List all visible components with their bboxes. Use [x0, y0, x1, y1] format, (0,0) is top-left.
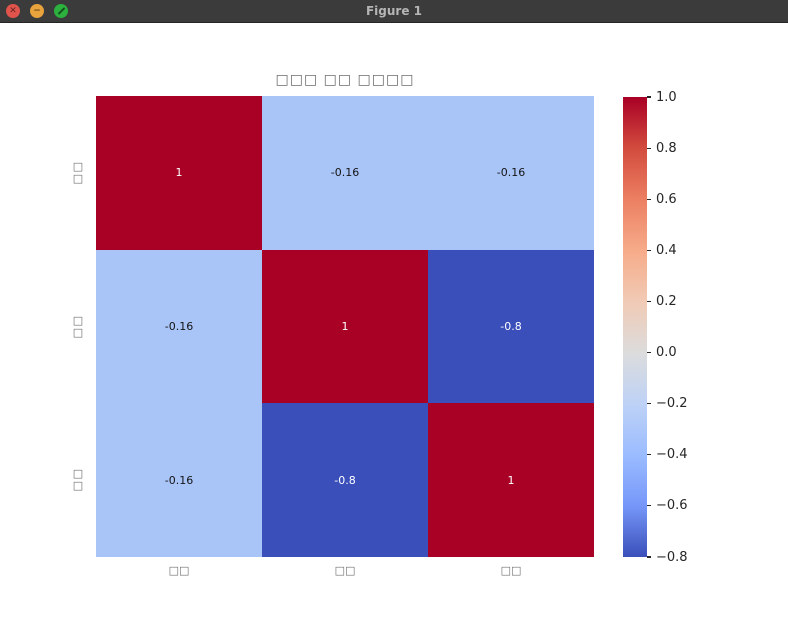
- heatmap-cell: -0.16: [428, 96, 594, 250]
- x-axis-labels: □□ □□ □□: [96, 564, 594, 580]
- missing-glyph-box: □: [72, 159, 84, 173]
- colorbar-tick: 0.8: [647, 140, 677, 156]
- tick-mark: [647, 505, 651, 507]
- y-tick-label: □ □: [66, 403, 90, 557]
- colorbar-tick: 0.6: [647, 191, 677, 207]
- missing-glyph-box: □: [72, 171, 84, 185]
- colorbar-tick: 0.0: [647, 345, 677, 361]
- colorbar-ticks: 1.0 0.8 0.6 0.4 0.2 0.0 −0.2 −0.4 −0.6 −0.8: [647, 90, 707, 565]
- heatmap-cell: -0.8: [428, 249, 594, 404]
- x-tick-label: □□: [334, 564, 356, 577]
- y-tick-label: □ □: [66, 250, 90, 404]
- colorbar-tick-label: −0.2: [656, 396, 688, 412]
- heatmap-cell: 1: [96, 96, 262, 250]
- colorbar-tick-label: −0.6: [656, 498, 688, 514]
- missing-glyph-box: □: [72, 325, 84, 339]
- tick-mark: [647, 147, 651, 149]
- colorbar-tick: −0.2: [647, 396, 688, 412]
- heatmap-cell: -0.16: [96, 403, 262, 557]
- colorbar-tick: 0.4: [647, 242, 677, 258]
- heatmap-grid: 1 -0.16 -0.16 -0.16 1 -0.8 -0.16 -0.8 1: [96, 96, 594, 557]
- maximize-icon: [57, 7, 65, 15]
- chart-title: □□□ □□ □□□□: [275, 72, 415, 88]
- tick-mark: [647, 403, 651, 405]
- maximize-button[interactable]: [54, 4, 68, 18]
- colorbar-tick-label: 1.0: [656, 89, 677, 105]
- missing-glyph-box: □: [72, 313, 84, 327]
- colorbar-tick-label: 0.6: [656, 191, 677, 207]
- close-icon: ✕: [9, 5, 17, 16]
- window-controls: ✕ −: [6, 0, 68, 22]
- tick-mark: [647, 300, 651, 303]
- colorbar-tick-label: 0.4: [656, 242, 677, 258]
- tick-mark: [647, 351, 651, 354]
- missing-glyph-box: □: [72, 479, 84, 493]
- window-title: Figure 1: [365, 4, 423, 18]
- missing-glyph-box: □: [72, 467, 84, 481]
- colorbar-tick-label: 0.2: [656, 293, 677, 309]
- y-axis-labels: □ □ □ □ □ □: [66, 96, 90, 557]
- heatmap-cell: 1: [262, 249, 428, 404]
- colorbar-tick-label: −0.8: [656, 549, 688, 565]
- minimize-button[interactable]: −: [30, 4, 44, 18]
- y-tick-label: □ □: [66, 96, 90, 250]
- window-titlebar: ✕ − Figure 1: [0, 0, 788, 23]
- tick-mark: [647, 198, 651, 200]
- tick-mark: [647, 556, 651, 558]
- heatmap-cell: 1: [428, 403, 594, 557]
- colorbar-tick: 1.0: [647, 89, 677, 105]
- colorbar-tick: −0.4: [647, 447, 688, 463]
- x-tick-label: □□: [500, 564, 522, 577]
- heatmap-cell: -0.16: [96, 249, 262, 404]
- tick-mark: [647, 454, 651, 456]
- colorbar-tick-label: 0.8: [656, 140, 677, 156]
- close-button[interactable]: ✕: [6, 4, 20, 18]
- heatmap-cell: -0.16: [262, 96, 428, 250]
- colorbar: [623, 97, 647, 557]
- tick-mark: [647, 96, 651, 98]
- tick-mark: [647, 249, 651, 251]
- heatmap-cell: -0.8: [262, 403, 428, 557]
- colorbar-tick-label: −0.4: [656, 447, 688, 463]
- x-tick-label: □□: [168, 564, 190, 577]
- colorbar-tick-label: 0.0: [656, 345, 677, 361]
- colorbar-tick: −0.8: [647, 549, 688, 565]
- colorbar-tick: −0.6: [647, 498, 688, 514]
- minimize-icon: −: [33, 5, 41, 16]
- colorbar-tick: 0.2: [647, 293, 677, 309]
